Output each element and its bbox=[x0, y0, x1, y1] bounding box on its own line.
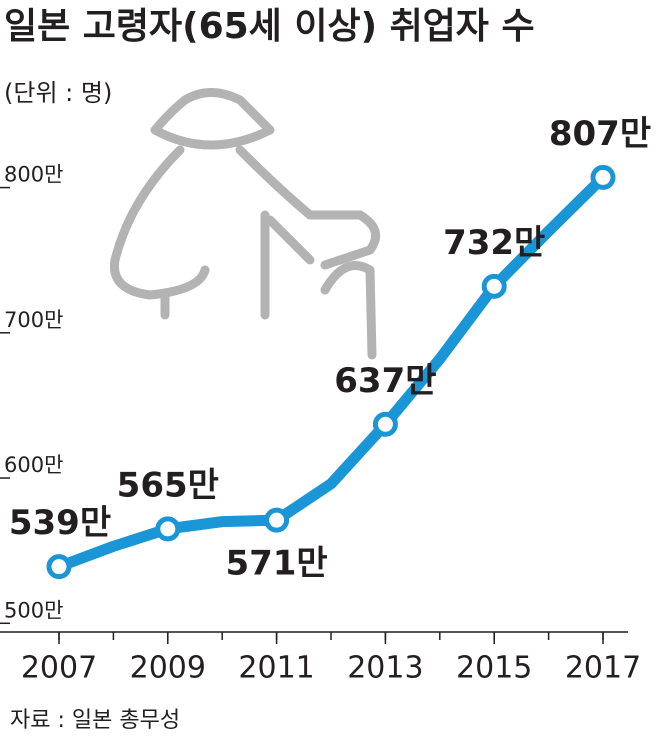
y-tick-label: 600만 bbox=[4, 453, 63, 477]
line bbox=[53, 171, 609, 573]
value-label: 571만 bbox=[225, 544, 327, 584]
unit-note: (단위 : 명) bbox=[4, 79, 112, 107]
x-tick-label: 2015 bbox=[456, 651, 532, 686]
y-tick-label: 700만 bbox=[4, 308, 63, 332]
point bbox=[481, 273, 507, 299]
value-label: 637만 bbox=[334, 361, 436, 401]
y-tick-label: 500만 bbox=[4, 598, 63, 622]
value-label: 565만 bbox=[117, 465, 219, 505]
chart-title: 일본 고령자(65세 이상) 취업자 수 bbox=[4, 6, 535, 47]
point bbox=[155, 516, 181, 542]
x-tick-label: 2009 bbox=[130, 651, 206, 686]
x-tick-label: 2011 bbox=[238, 651, 314, 686]
point bbox=[372, 411, 398, 437]
x-tick-label: 2017 bbox=[565, 651, 641, 686]
value-label: 807만 bbox=[549, 114, 651, 154]
point bbox=[590, 164, 616, 190]
x-tick-label: 2007 bbox=[21, 651, 97, 686]
value-label: 539만 bbox=[9, 503, 111, 543]
y-tick-label: 800만 bbox=[4, 163, 63, 187]
x-tick-label: 2013 bbox=[347, 651, 423, 686]
value-label: 732만 bbox=[443, 223, 545, 263]
point bbox=[264, 507, 290, 533]
elderly-icon bbox=[109, 88, 381, 360]
point bbox=[46, 554, 72, 580]
source: 자료 : 일본 총무성 bbox=[10, 708, 180, 733]
